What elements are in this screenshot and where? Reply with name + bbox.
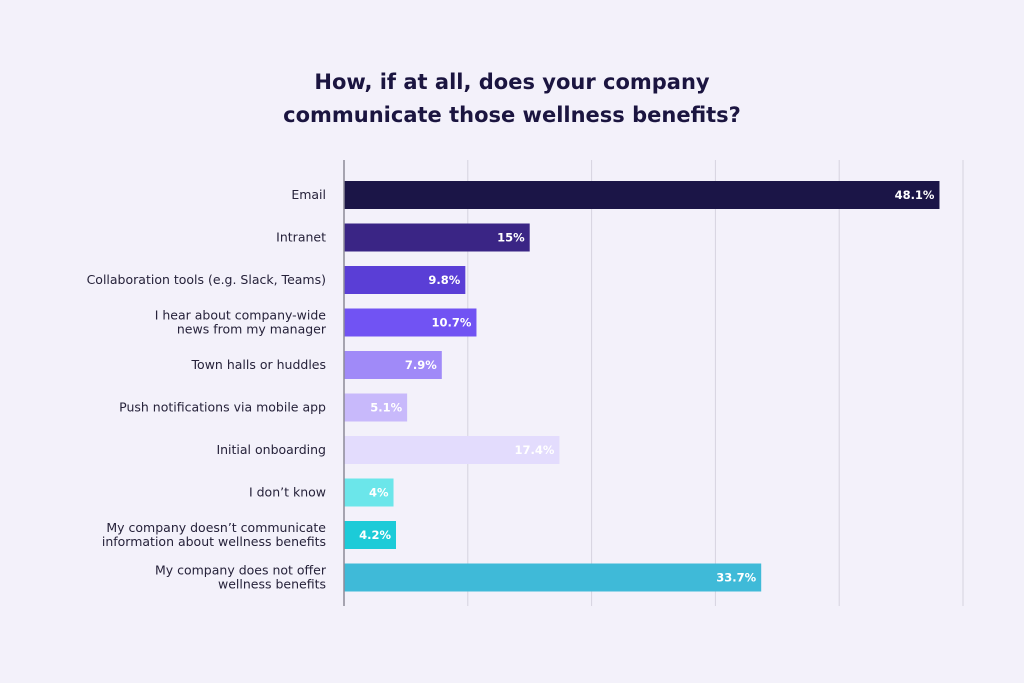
- category-label-line: information about wellness benefits: [102, 534, 326, 549]
- data-label: 48.1%: [895, 188, 935, 202]
- data-label: 7.9%: [405, 358, 437, 372]
- bar: [344, 351, 442, 379]
- category-label-line: wellness benefits: [218, 577, 326, 592]
- category-label: My company does not offer wellness benefi…: [155, 563, 327, 592]
- bar: [344, 436, 560, 464]
- bar: [344, 223, 530, 252]
- category-label: I don’t know: [249, 485, 326, 500]
- category-label: Town halls or huddles: [191, 357, 326, 372]
- bar: [344, 521, 396, 549]
- bar: [344, 478, 394, 507]
- data-label: 4.2%: [359, 528, 391, 542]
- category-label-line: My company doesn’t communicate: [106, 520, 326, 535]
- category-label: Intranet: [276, 230, 326, 245]
- chart-title-line: communicate those wellness benefits?: [283, 103, 741, 127]
- category-label-line: Intranet: [276, 230, 326, 245]
- data-label: 5.1%: [370, 401, 402, 415]
- category-label-line: Email: [291, 187, 326, 202]
- bar: [344, 393, 408, 422]
- chart-title: How, if at all, does your company commun…: [0, 66, 1024, 132]
- category-label-line: Push notifications via mobile app: [119, 400, 326, 415]
- bar: [344, 308, 477, 337]
- data-label: 4%: [369, 486, 389, 500]
- category-label-line: Initial onboarding: [216, 442, 326, 457]
- data-label: 17.4%: [515, 443, 555, 457]
- data-label: 9.8%: [428, 273, 460, 287]
- bar: [344, 181, 940, 209]
- category-label-line: I hear about company-wide: [155, 308, 327, 323]
- data-label: 10.7%: [432, 316, 472, 330]
- category-label: Initial onboarding: [216, 442, 326, 457]
- category-label-line: news from my manager: [177, 322, 327, 337]
- bar: [344, 563, 762, 592]
- category-label-line: Town halls or huddles: [191, 357, 326, 372]
- category-label-line: Collaboration tools (e.g. Slack, Teams): [87, 272, 326, 287]
- data-label: 33.7%: [716, 571, 756, 585]
- category-label: I hear about company-wide news from my ma…: [155, 308, 327, 337]
- chart-title-line: How, if at all, does your company: [314, 70, 710, 94]
- category-label-line: My company does not offer: [155, 563, 327, 578]
- data-label: 15%: [497, 231, 525, 245]
- category-label: Collaboration tools (e.g. Slack, Teams): [87, 272, 326, 287]
- category-label: Email: [291, 187, 326, 202]
- category-label: Push notifications via mobile app: [119, 400, 326, 415]
- category-label-line: I don’t know: [249, 485, 326, 500]
- bar: [344, 266, 466, 294]
- category-label: My company doesn’t communicate informatio…: [102, 520, 326, 549]
